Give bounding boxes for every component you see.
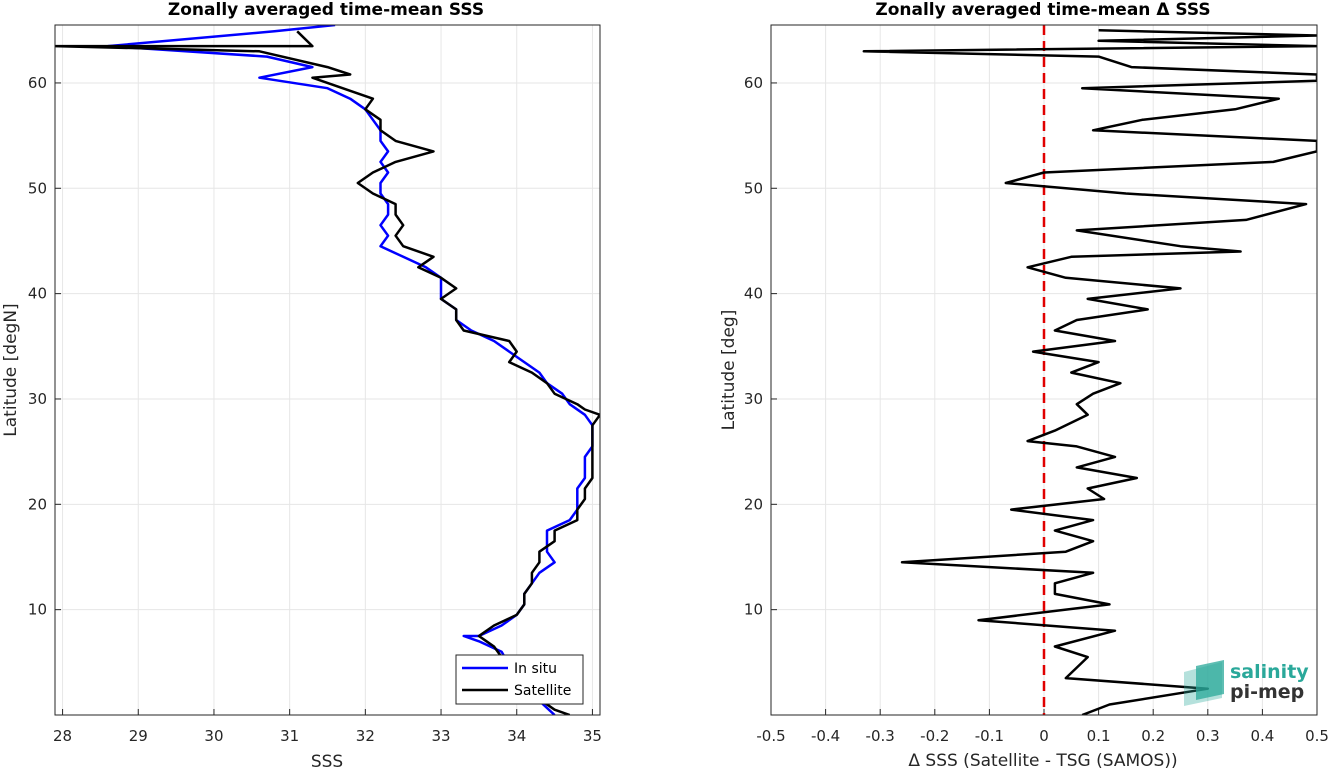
- y-tick-label: 30: [28, 390, 47, 408]
- left-plot-area: [55, 25, 600, 715]
- x-tick-label: 28: [53, 727, 72, 745]
- right-x-tick-labels: -0.5 -0.4 -0.3 -0.2 -0.1 0 0.1 0.2 0.3 0.4 0.5: [756, 727, 1329, 745]
- x-tick-label: 0.1: [1087, 727, 1111, 745]
- left-chart: Zonally averaged time-mean SSS 28 29 30 31 3…: [1, 0, 602, 769]
- left-x-tick-labels: 28 29 30 31 32 33 34 35: [53, 727, 602, 745]
- logo-text-pimep: pi-mep: [1230, 681, 1304, 703]
- y-tick-label: 50: [28, 179, 47, 197]
- y-tick-label: 60: [28, 74, 47, 92]
- left-chart-title: Zonally averaged time-mean SSS: [168, 0, 484, 20]
- x-tick-label: 33: [431, 727, 450, 745]
- y-tick-label: 50: [744, 179, 763, 197]
- right-chart: Zonally averaged time-mean Δ SSS -0.5 -0.…: [719, 0, 1329, 769]
- x-tick-label: 35: [583, 727, 602, 745]
- delta-sss-series-line: [862, 29, 1317, 715]
- right-chart-title: Zonally averaged time-mean Δ SSS: [875, 0, 1210, 20]
- left-plot-frame: [54, 24, 601, 716]
- legend: In situ Satellite: [455, 654, 584, 705]
- right-x-axis-label: Δ SSS (Satellite - TSG (SAMOS)): [908, 751, 1177, 769]
- x-tick-label: -0.4: [811, 727, 840, 745]
- y-tick-label: 60: [744, 74, 763, 92]
- right-plot-frame: [770, 24, 1318, 716]
- x-tick-label: 32: [356, 727, 375, 745]
- y-tick-label: 20: [744, 495, 763, 513]
- legend-box: [455, 654, 584, 705]
- x-tick-label: 31: [280, 727, 299, 745]
- left-y-tick-labels: 10 20 30 40 50 60: [28, 74, 47, 619]
- x-tick-label: 0.2: [1141, 727, 1165, 745]
- right-y-tick-labels: 10 20 30 40 50 60: [744, 74, 763, 619]
- left-y-axis-label: Latitude [degN]: [1, 303, 21, 436]
- x-tick-label: 0.4: [1250, 727, 1274, 745]
- y-tick-label: 30: [744, 390, 763, 408]
- legend-label-satellite: Satellite: [514, 683, 571, 699]
- left-grid: [55, 25, 600, 715]
- left-x-axis-label: SSS: [311, 752, 343, 769]
- y-tick-label: 10: [28, 601, 47, 619]
- x-tick-label: -0.3: [866, 727, 895, 745]
- y-tick-label: 10: [744, 601, 763, 619]
- satellite-series-line: [55, 30, 600, 715]
- x-tick-label: 30: [204, 727, 223, 745]
- y-tick-label: 20: [28, 495, 47, 513]
- logo-mark-front: [1196, 660, 1224, 700]
- legend-label-in-situ: In situ: [514, 661, 557, 677]
- left-series-lines: [55, 25, 600, 715]
- right-series-lines: [862, 29, 1317, 715]
- x-tick-label: -0.1: [975, 727, 1004, 745]
- x-tick-label: 29: [129, 727, 148, 745]
- x-tick-label: -0.5: [756, 727, 785, 745]
- x-tick-label: -0.2: [920, 727, 949, 745]
- x-tick-label: 0.3: [1196, 727, 1220, 745]
- y-tick-label: 40: [28, 285, 47, 303]
- x-tick-label: 34: [507, 727, 526, 745]
- x-tick-label: 0: [1039, 727, 1049, 745]
- logo-text-salinity: salinity: [1230, 661, 1309, 683]
- x-tick-label: 0.5: [1305, 727, 1329, 745]
- y-tick-label: 40: [744, 285, 763, 303]
- right-y-axis-label: Latitude [deg]: [719, 310, 739, 431]
- salinity-pimep-logo: salinity pi-mep: [1184, 660, 1309, 706]
